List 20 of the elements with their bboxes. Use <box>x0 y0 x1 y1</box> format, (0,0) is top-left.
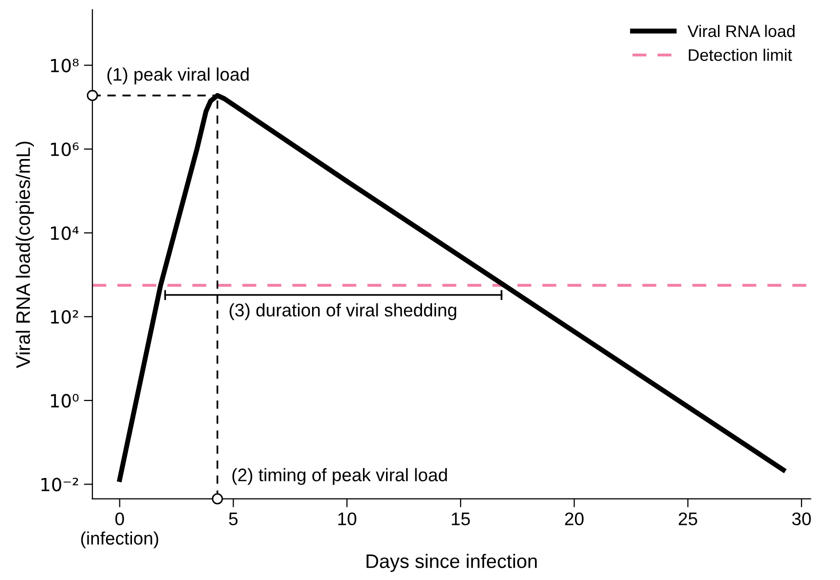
y-tick-label: 10⁰ <box>50 394 79 408</box>
annotation: (2) timing of peak viral load <box>232 468 447 485</box>
x-tick-label: 20 <box>565 512 584 526</box>
annotation: (3) duration of viral shedding <box>230 303 456 320</box>
annotation: (1) peak viral load <box>107 68 249 84</box>
y-axis-title: Viral RNA load(copies/mL) <box>16 142 34 368</box>
legend-label: Viral RNA load <box>688 24 795 38</box>
x-tick-label: 30 <box>792 512 811 526</box>
x-tick-label: 0 (infection) <box>81 512 158 548</box>
y-tick-label: 10⁻² <box>41 478 78 492</box>
y-tick-label: 10⁴ <box>50 226 79 240</box>
y-tick-label: 10² <box>50 310 78 324</box>
x-tick-label: 5 <box>229 512 238 526</box>
y-tick-label: 10⁶ <box>50 142 79 156</box>
legend-label: Detection limit <box>688 48 792 61</box>
x-tick-label: 15 <box>452 512 470 526</box>
x-tick-label: 25 <box>678 512 698 526</box>
x-axis-title: Days since infection <box>366 554 537 572</box>
y-tick-label: 10⁸ <box>50 58 79 72</box>
x-tick-label: 10 <box>338 512 356 526</box>
